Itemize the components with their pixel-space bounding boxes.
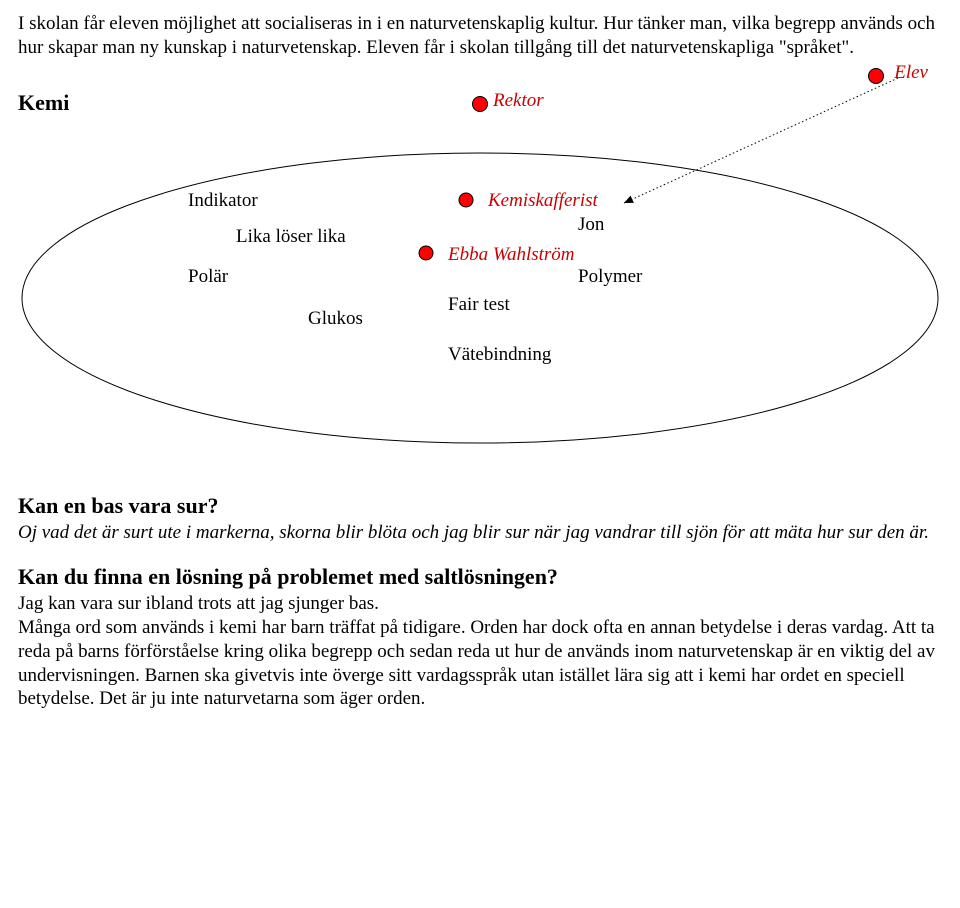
elev-dot-icon <box>868 68 884 84</box>
kemiskafferist-label: Kemiskafferist <box>488 190 598 212</box>
jon-label: Jon <box>578 214 604 236</box>
elev-row: Elev <box>18 62 942 90</box>
glukos-label: Glukos <box>308 308 363 330</box>
kemiskafferist-dot-icon <box>459 193 473 207</box>
section1-heading: Kan en bas vara sur? <box>18 492 942 520</box>
kemi-rektor-row: Kemi Rektor <box>18 90 942 120</box>
section2-heading: Kan du finna en lösning på problemet med… <box>18 563 942 591</box>
vatebindning-label: Vätebindning <box>448 344 551 366</box>
kemi-heading: Kemi <box>18 90 69 116</box>
section-saltlosning: Kan du finna en lösning på problemet med… <box>18 563 942 711</box>
section-bas-sur: Kan en bas vara sur? Oj vad det är surt … <box>18 492 942 545</box>
polar-label: Polär <box>188 266 228 288</box>
lika-loser-label: Lika löser lika <box>236 226 346 248</box>
polymer-label: Polymer <box>578 266 642 288</box>
section2-body: Många ord som används i kemi har barn tr… <box>18 616 942 711</box>
section1-body: Oj vad det är surt ute i markerna, skorn… <box>18 521 942 545</box>
section2-italic-line: Jag kan vara sur ibland trots att jag sj… <box>18 592 942 616</box>
indikator-label: Indikator <box>188 190 258 212</box>
intro-paragraph: I skolan får eleven möjlighet att social… <box>18 12 942 60</box>
rektor-label: Rektor <box>493 90 544 112</box>
elev-label: Elev <box>894 62 928 84</box>
ebba-dot-icon <box>419 246 433 260</box>
rektor-dot-icon <box>472 96 488 112</box>
concept-diagram: Indikator KemiskafferistJon Lika löser lik… <box>18 148 942 458</box>
fairtest-label: Fair test <box>448 294 510 316</box>
ebba-label: Ebba Wahlström <box>448 244 575 266</box>
